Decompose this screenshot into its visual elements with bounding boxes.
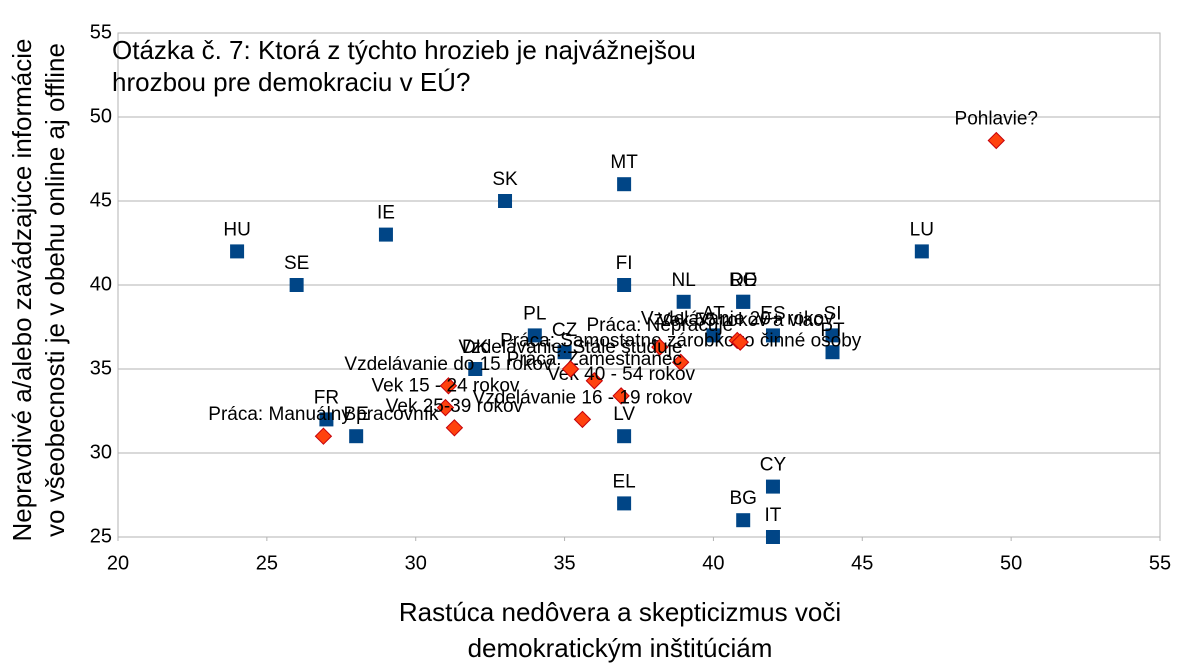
point	[765, 530, 780, 544]
point-label: DK	[462, 337, 489, 358]
point-label: CY	[760, 455, 787, 476]
x-axis-label: Rastúca nedôvera a skepticizmus voči	[399, 597, 841, 627]
point	[617, 278, 632, 292]
point	[987, 131, 1005, 150]
point	[765, 479, 780, 494]
y-tick-label: 45	[90, 189, 112, 211]
x-tick-label: 50	[1000, 552, 1022, 574]
x-axis-label: demokratickým inštitúciám	[468, 633, 773, 663]
x-tick-label: 45	[851, 552, 873, 574]
point-label: PT	[820, 320, 845, 341]
point-label: LU	[910, 219, 934, 240]
point	[439, 377, 458, 395]
y-tick-label: 25	[90, 525, 112, 547]
x-tick-label: 35	[553, 552, 575, 574]
point-label: ES	[760, 303, 785, 324]
x-tick-label: 40	[702, 552, 724, 574]
point	[585, 372, 604, 390]
point-label: SK	[492, 169, 518, 190]
x-tick-label: 20	[107, 552, 129, 574]
point	[557, 345, 572, 360]
point-label: FR	[314, 387, 339, 408]
y-tick-label: 40	[90, 273, 112, 295]
point	[436, 398, 455, 417]
point-label: EL	[612, 471, 635, 492]
point-label: PL	[523, 303, 546, 324]
point-label: CZ	[552, 320, 578, 341]
point	[378, 227, 393, 242]
point-label: Vzdelávanie: Stále študuje	[459, 337, 683, 358]
y-tick-label: 55	[90, 21, 112, 43]
point-label: BE	[343, 404, 368, 425]
point-label: LV	[613, 404, 635, 425]
point	[736, 294, 751, 309]
point-label: Pohlavie?	[955, 109, 1038, 130]
point-label: RO	[729, 270, 758, 291]
point-label: SI	[824, 303, 842, 324]
point-label: Práca: Nepracuje	[586, 315, 733, 336]
point	[445, 419, 464, 437]
point-label: DE	[730, 270, 756, 291]
point	[706, 328, 721, 343]
point-label: BG	[729, 488, 756, 509]
point-label: Práca: Samostatne zárobkovo činné osoby	[500, 330, 862, 351]
point	[676, 294, 691, 309]
x-tick-label: 55	[1149, 552, 1171, 574]
point-label: Práca: Zamestnanec	[507, 349, 682, 370]
point-label: MT	[610, 152, 638, 173]
point	[736, 513, 751, 528]
x-tick-label: 25	[256, 552, 278, 574]
point	[617, 177, 632, 192]
point	[561, 360, 580, 378]
point-label: Vzdelávanie do 15 rokov	[344, 354, 553, 375]
point	[617, 496, 632, 511]
y-axis-label: vo všeobecnosti je v obehu online aj off…	[40, 43, 70, 537]
point-label: Vzdelávanie 20+ rokov	[641, 308, 834, 329]
y-tick-label: 50	[90, 105, 112, 127]
point	[314, 427, 333, 445]
point-label: Práca: Manuálny pracovník	[208, 404, 439, 425]
point-label: Vek 15 - 24 rokov	[372, 376, 520, 397]
point	[651, 338, 669, 356]
point-label: Vek 40 - 54 rokov	[547, 364, 695, 385]
point	[612, 387, 630, 405]
point-label: IT	[765, 505, 782, 526]
point	[731, 333, 749, 351]
point	[825, 345, 840, 360]
point-label: HU	[223, 219, 250, 240]
point-label: FI	[616, 253, 633, 274]
point	[671, 353, 690, 371]
point	[527, 328, 542, 343]
y-axis-label: Nepravdivé a/alebo zavádzajúce informáci…	[7, 39, 37, 542]
point-label: AT	[702, 303, 725, 324]
point-label: Vzdelávanie 16 - 19 rokov	[473, 387, 693, 408]
point-label: IE	[377, 203, 395, 224]
y-tick-label: 35	[90, 357, 112, 379]
point	[468, 362, 483, 376]
y-tick-label: 30	[90, 441, 112, 463]
point	[289, 278, 304, 292]
chart-title: Otázka č. 7: Ktorá z týchto hrozieb je n…	[112, 35, 696, 65]
point	[573, 410, 592, 429]
x-tick-label: 30	[405, 552, 427, 574]
point	[349, 429, 364, 444]
point-label: Vek 25-39 rokov	[386, 396, 524, 417]
point-label: Vek 55 rokov a viac	[658, 310, 823, 331]
point	[230, 244, 245, 259]
point	[765, 328, 780, 343]
point-label: NL	[672, 270, 696, 291]
point	[914, 244, 929, 259]
point-label: SE	[284, 253, 309, 274]
point	[498, 194, 513, 208]
point	[825, 328, 840, 343]
point	[617, 429, 632, 444]
chart-title: hrozbou pre demokraciu v EÚ?	[112, 67, 470, 97]
point	[319, 412, 334, 427]
